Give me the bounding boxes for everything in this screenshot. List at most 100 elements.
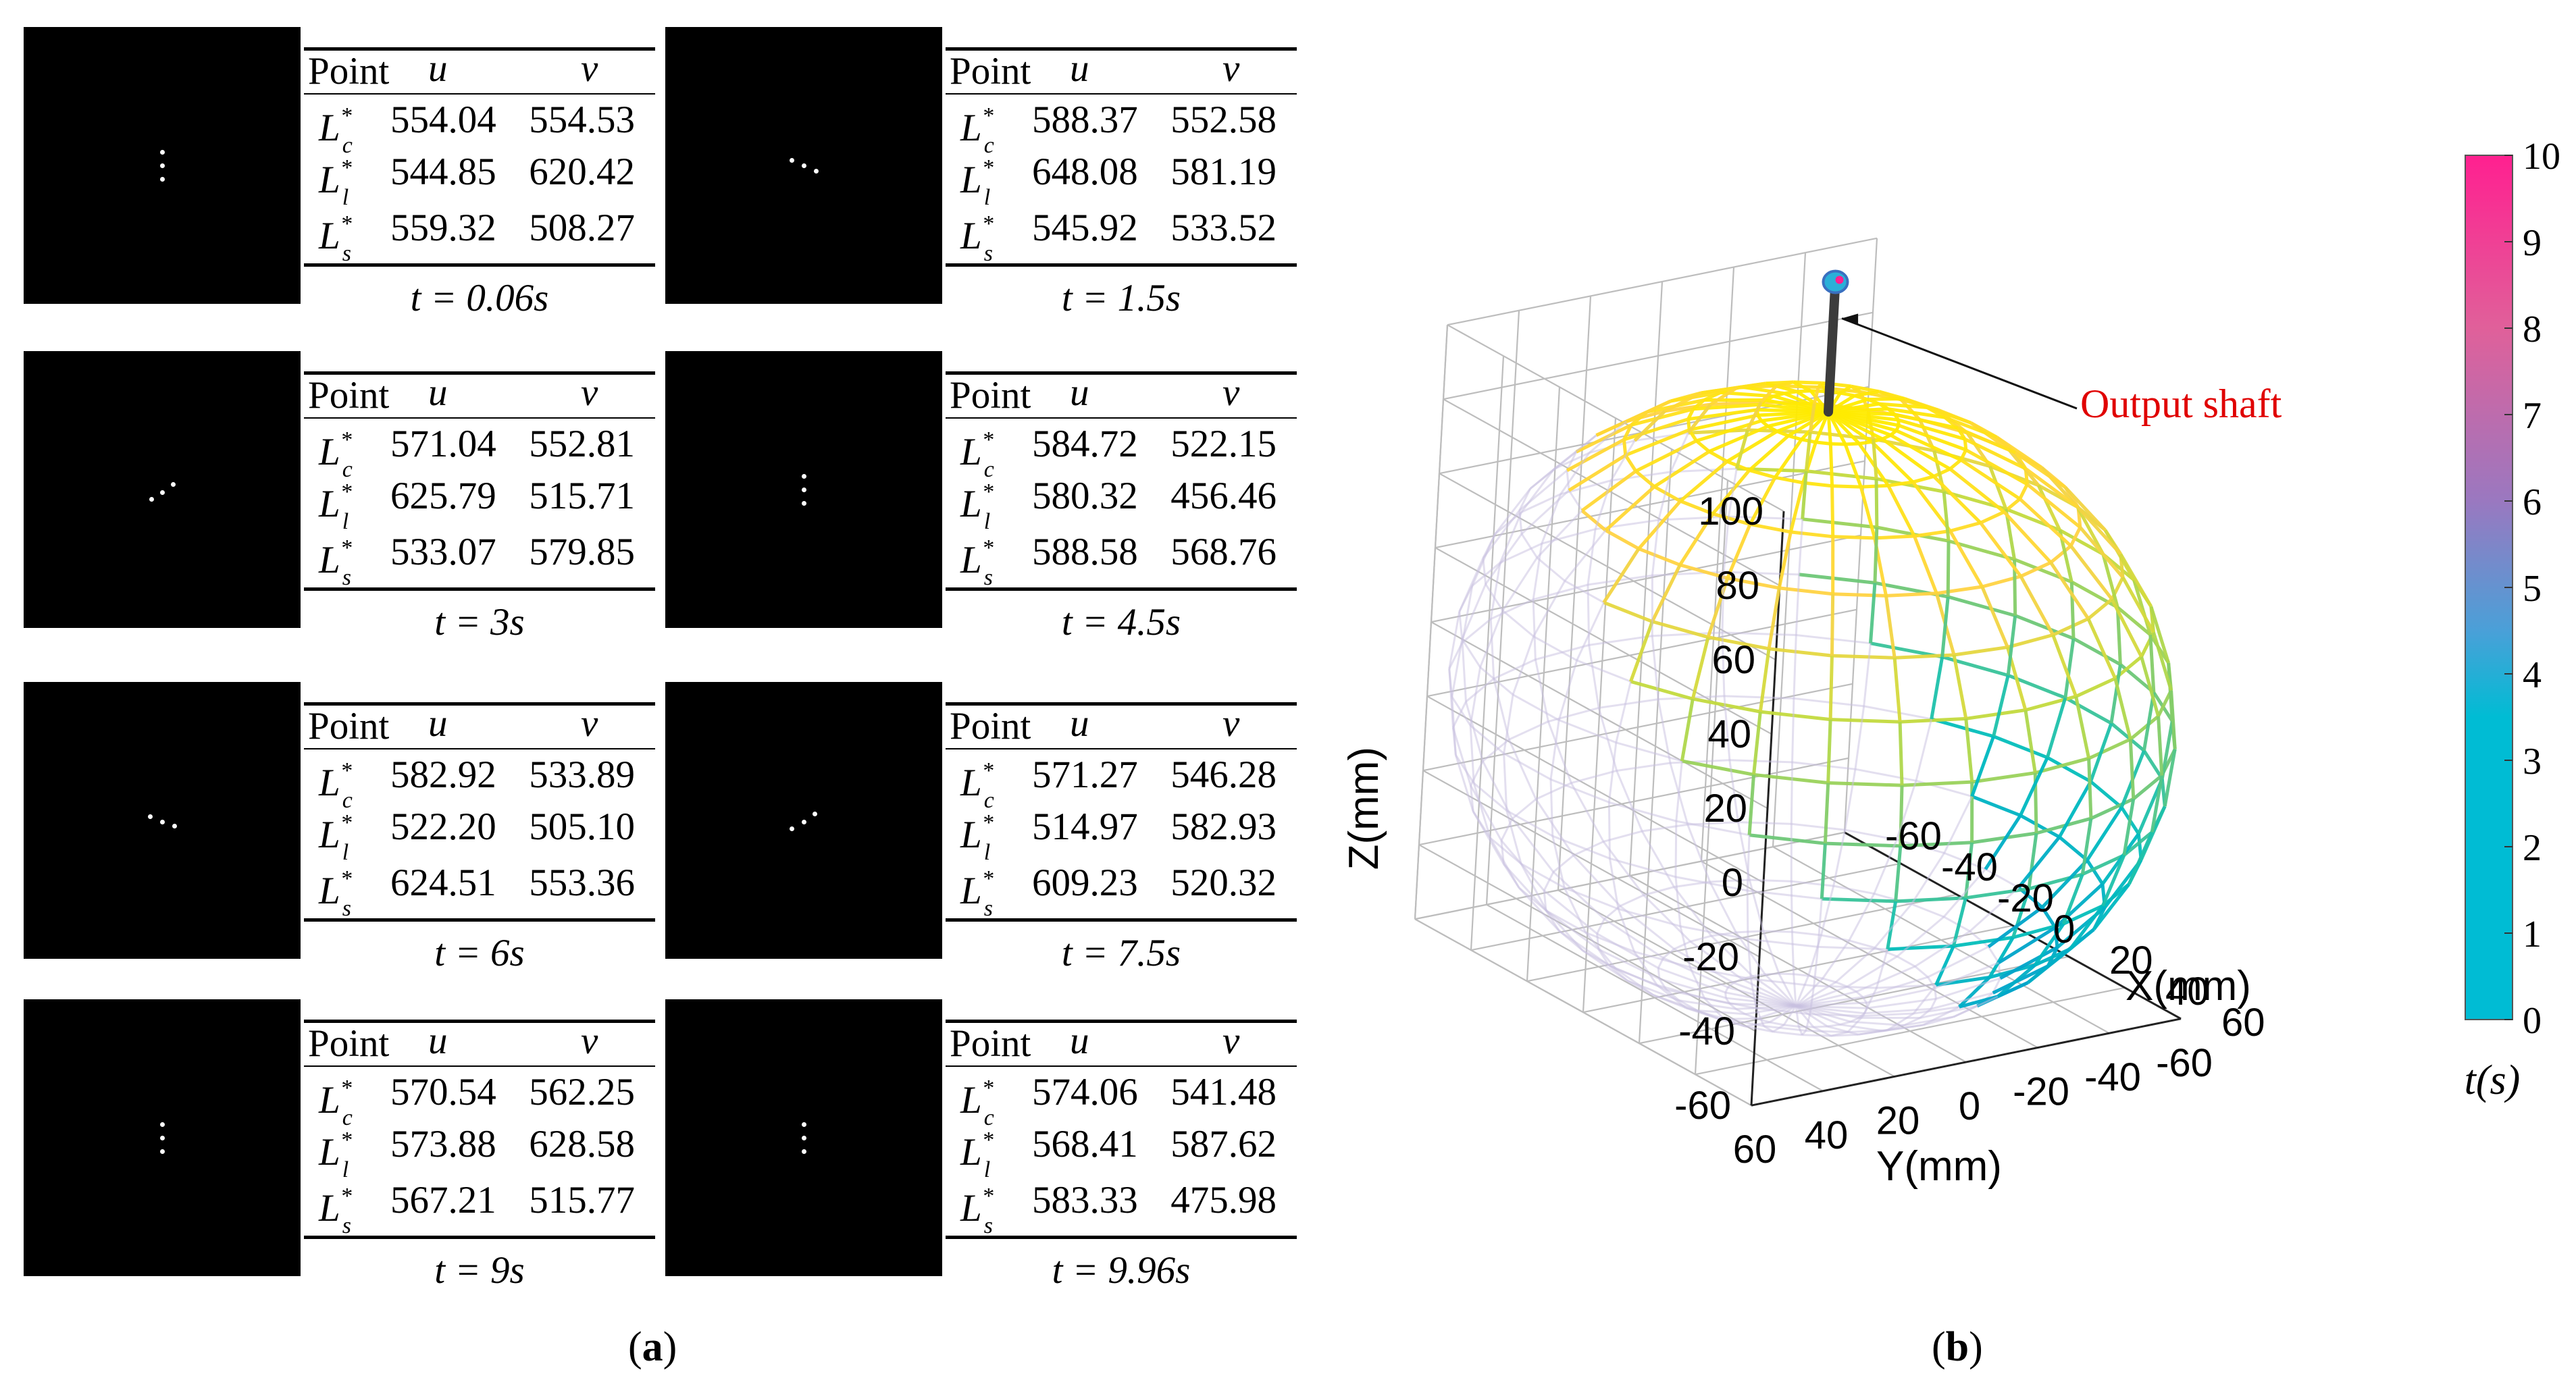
point-label: L*l bbox=[319, 1128, 352, 1183]
sphere-mesh-segment bbox=[2069, 545, 2113, 601]
sphere-mesh-segment bbox=[1485, 533, 1523, 585]
sphere-mesh-segment bbox=[1749, 468, 1776, 479]
time-label: t = 4.5s bbox=[1061, 601, 1181, 643]
value-v: 515.71 bbox=[529, 475, 635, 517]
sphere-mesh-segment bbox=[1563, 887, 1587, 933]
sphere-mesh-segment bbox=[1693, 402, 1760, 411]
z-tick-label: 100 bbox=[1698, 490, 1763, 533]
sphere-mesh-segment bbox=[1795, 1005, 1851, 1023]
sphere-mesh-segment bbox=[1840, 1023, 1884, 1032]
sphere-mesh-segment bbox=[1881, 438, 1935, 478]
sphere-mesh-segment bbox=[1802, 1034, 1831, 1037]
sphere-mesh-segment bbox=[1623, 417, 1689, 442]
sphere-mesh-segment bbox=[1572, 854, 1621, 907]
table-rule bbox=[304, 918, 655, 922]
sphere-mesh-segment bbox=[1949, 521, 1982, 533]
coordinate-table: Point u v L*c 554.04 554.53 L*l 544.85 620.42 L*s… bbox=[304, 47, 655, 270]
sphere-mesh-segment bbox=[1872, 439, 1878, 479]
sphere-mesh-segment bbox=[1992, 735, 2049, 760]
sphere-mesh-segment bbox=[1997, 964, 2036, 998]
light-point-dot bbox=[160, 1122, 165, 1127]
sphere-mesh-segment bbox=[1867, 997, 1936, 1009]
sphere-mesh-segment bbox=[2057, 781, 2092, 838]
sphere-mesh-segment bbox=[1520, 468, 1555, 513]
sphere-mesh-segment bbox=[2058, 835, 2088, 862]
sphere-mesh-segment bbox=[1585, 931, 1635, 953]
gridline bbox=[1772, 253, 1807, 847]
sphere-mesh-segment bbox=[1532, 599, 1537, 660]
sphere-mesh-segment bbox=[1709, 881, 1737, 933]
sphere-mesh-segment bbox=[1873, 839, 1898, 895]
sphere-mesh-segment bbox=[1708, 425, 1769, 454]
gridline bbox=[1695, 986, 2126, 1076]
sphere-mesh-segment bbox=[1597, 707, 1618, 771]
sphere-mesh-segment bbox=[1520, 533, 1539, 558]
sphere-mesh-segment bbox=[1452, 701, 1467, 729]
sphere-mesh-segment bbox=[1927, 945, 1989, 978]
sphere-mesh-segment bbox=[2046, 756, 2092, 783]
sphere-mesh-segment bbox=[1553, 434, 1597, 470]
time-label: t = 3s bbox=[434, 601, 525, 643]
camera-frame bbox=[665, 351, 942, 628]
sphere-mesh-segment bbox=[1733, 982, 1797, 1007]
camera-frame bbox=[24, 351, 301, 628]
sphere-mesh-segment bbox=[2006, 615, 2017, 676]
table-rule bbox=[304, 1020, 655, 1023]
sphere-mesh-segment bbox=[1653, 450, 1710, 488]
sphere-mesh-segment bbox=[1959, 458, 2021, 500]
sphere-mesh-segment bbox=[1733, 978, 1743, 984]
sphere-mesh-segment bbox=[2024, 710, 2037, 774]
sphere-mesh-segment bbox=[1964, 438, 2027, 471]
sphere-mesh-segment bbox=[2115, 607, 2122, 665]
header-point: Point bbox=[308, 50, 390, 93]
sphere-mesh-segment bbox=[1642, 823, 1688, 833]
sphere-mesh-segment bbox=[1795, 978, 1824, 1007]
sphere-mesh-segment bbox=[2026, 483, 2082, 529]
point-label: L*l bbox=[960, 1128, 994, 1183]
sphere-mesh-segment bbox=[1580, 509, 1607, 532]
sphere-mesh-segment bbox=[1876, 984, 1936, 989]
sphere-mesh-segment bbox=[1795, 1005, 1828, 1028]
sphere-mesh-segment bbox=[1689, 413, 1759, 432]
sphere-mesh-segment bbox=[1512, 693, 1560, 721]
sphere-mesh-segment bbox=[1953, 935, 2013, 948]
sphere-mesh-segment bbox=[1941, 655, 2009, 677]
sphere-mesh-segment bbox=[1769, 1021, 1784, 1026]
header-point: Point bbox=[308, 1022, 390, 1065]
sphere-mesh-segment bbox=[1957, 426, 2016, 454]
sphere-mesh-segment bbox=[1634, 469, 1656, 488]
sphere-mesh-segment bbox=[1763, 930, 1793, 933]
time-label: t = 7.5s bbox=[1061, 932, 1181, 974]
sphere-mesh-segment bbox=[1752, 711, 1762, 775]
sphere-mesh-segment bbox=[1795, 985, 1848, 1007]
header-v: v bbox=[581, 702, 598, 745]
sphere-mesh-segment bbox=[1832, 484, 1861, 489]
table-rule bbox=[946, 1236, 1297, 1239]
sphere-mesh-segment bbox=[2142, 749, 2164, 780]
sphere-mesh-segment bbox=[2014, 451, 2067, 489]
x-axis-title: X(mm) bbox=[2126, 963, 2251, 1009]
sphere-mesh-segment bbox=[1822, 897, 1896, 903]
sphere-mesh-segment bbox=[1741, 978, 1797, 1007]
sphere-mesh-segment bbox=[1793, 973, 1809, 977]
colorbar-tick-label: 1 bbox=[2523, 914, 2542, 955]
sphere-mesh-segment bbox=[2061, 874, 2084, 925]
point-label: L*c bbox=[319, 103, 353, 159]
sphere-mesh-segment bbox=[1662, 948, 1675, 959]
table-rule bbox=[304, 702, 655, 706]
value-v: 533.52 bbox=[1170, 207, 1277, 249]
sphere-mesh-segment bbox=[1812, 386, 1820, 404]
sphere-mesh-segment bbox=[1597, 949, 1610, 966]
sphere-mesh-segment bbox=[1669, 762, 1689, 825]
point-label: L*c bbox=[960, 427, 994, 483]
sphere-mesh-segment bbox=[1944, 415, 1998, 439]
z-tick-label: 40 bbox=[1707, 712, 1751, 756]
light-point-dot bbox=[802, 487, 806, 492]
sphere-mesh-segment bbox=[1634, 950, 1691, 969]
sphere-mesh-segment bbox=[2027, 833, 2038, 889]
sphere-mesh-segment bbox=[2122, 798, 2136, 855]
z-tick-label: 20 bbox=[1703, 787, 1747, 831]
sphere-mesh-segment bbox=[2127, 831, 2154, 885]
sphere-mesh-segment bbox=[1500, 839, 1545, 892]
sphere-mesh-segment bbox=[1490, 598, 1534, 621]
